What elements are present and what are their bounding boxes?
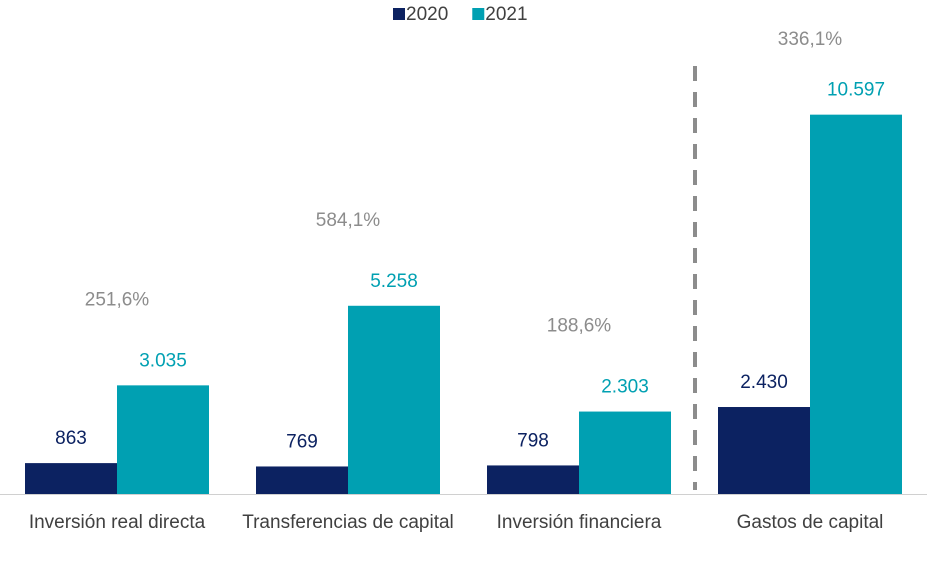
- bar: [810, 114, 902, 495]
- legend-label: 2020: [406, 4, 448, 25]
- value-label: 863: [55, 428, 87, 449]
- x-tick-label: Inversión financiera: [496, 512, 662, 533]
- x-tick-label: Inversión real directa: [28, 512, 206, 533]
- annotation: 584,1%: [316, 210, 381, 231]
- value-label: 769: [286, 431, 318, 452]
- legend-swatch: [393, 8, 405, 20]
- x-tick-label: Transferencias de capital: [242, 512, 454, 533]
- value-label: 3.035: [139, 350, 187, 371]
- bar: [117, 385, 209, 494]
- bar: [348, 305, 440, 494]
- value-label: 2.303: [601, 377, 649, 398]
- legend-swatch: [472, 8, 485, 20]
- legend-label: 2021: [485, 4, 527, 25]
- x-tick-label: Gastos de capital: [736, 512, 884, 533]
- annotation: 336,1%: [778, 29, 843, 50]
- annotation: 188,6%: [547, 316, 612, 337]
- bar: [579, 411, 671, 494]
- bar: [718, 407, 810, 494]
- value-label: 2.430: [740, 372, 788, 393]
- bar: [256, 466, 348, 494]
- value-label: 798: [517, 430, 549, 451]
- bar: [487, 465, 579, 494]
- value-label: 5.258: [370, 271, 418, 292]
- value-label: 10.597: [827, 80, 885, 101]
- bar: [25, 463, 117, 494]
- annotation: 251,6%: [85, 289, 150, 310]
